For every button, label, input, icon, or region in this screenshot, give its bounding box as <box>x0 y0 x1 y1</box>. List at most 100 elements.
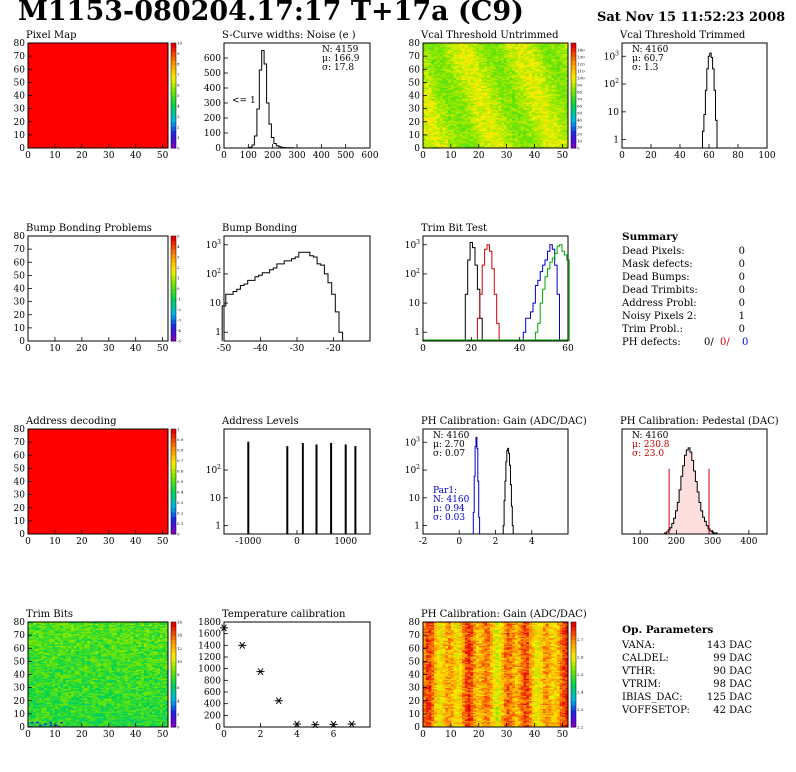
map-cell <box>425 120 429 123</box>
map-cell <box>540 130 544 133</box>
map-cell <box>495 142 499 145</box>
colorbar-segment <box>171 56 176 61</box>
map-cell <box>562 115 566 117</box>
tick-base: 10 <box>405 466 417 476</box>
map-cell <box>453 144 457 146</box>
map-cell <box>565 138 569 141</box>
map-cell <box>442 123 446 125</box>
map-cell <box>559 130 563 133</box>
map-cell <box>551 129 555 132</box>
map-cell <box>515 136 519 138</box>
map-cell <box>498 145 502 148</box>
colorbar-segment <box>571 86 576 92</box>
map-cell <box>467 129 471 132</box>
map-cell <box>515 140 519 142</box>
map-cell <box>423 121 427 124</box>
map-cell <box>565 133 569 136</box>
colorbar-segment <box>171 78 176 83</box>
map-cell <box>523 128 527 130</box>
map-cell <box>531 109 535 112</box>
map-cell <box>495 127 499 129</box>
map-cell <box>512 123 516 125</box>
map-cell <box>559 115 563 117</box>
map-cell <box>448 132 452 134</box>
map-cell <box>556 129 560 132</box>
map-cell <box>431 142 435 145</box>
map-cell <box>456 123 460 125</box>
map-cell <box>512 136 516 138</box>
map-cell <box>498 112 502 115</box>
map-cell <box>436 123 441 125</box>
map-cell <box>445 144 449 146</box>
map-cell <box>512 124 516 127</box>
map-cell <box>428 132 432 134</box>
map-cell <box>467 127 471 129</box>
map-cell <box>492 132 496 134</box>
map-cell <box>459 140 463 142</box>
y-tick-label: 102 <box>405 464 420 476</box>
map-cell <box>537 132 541 134</box>
map-cell <box>531 119 535 121</box>
map-cell <box>509 113 513 116</box>
map-cell <box>448 145 452 148</box>
map-cell <box>548 141 552 144</box>
map-cell <box>523 138 527 141</box>
map-cell <box>462 121 466 124</box>
x-tick-label: -20 <box>326 344 341 354</box>
map-cell <box>554 125 558 128</box>
map-cell <box>450 127 455 129</box>
colorbar-tick-label: 3 <box>177 255 180 260</box>
colorbar-tick-label: 1 <box>177 276 180 281</box>
map-cell <box>554 130 558 133</box>
map-cell <box>434 138 438 141</box>
map-cell <box>562 133 566 136</box>
map-cell <box>462 140 466 142</box>
map-cell <box>523 115 527 117</box>
map-cell <box>534 116 538 119</box>
map-cell <box>478 134 482 137</box>
map-cell <box>473 140 477 142</box>
map-cell <box>448 112 452 115</box>
map-cell <box>464 133 468 136</box>
map-cell <box>537 116 541 119</box>
map-cell <box>565 121 569 124</box>
map-cell <box>450 137 455 140</box>
map-cell <box>540 133 544 136</box>
map-cell <box>436 130 441 133</box>
y-tick-label: 80 <box>14 425 26 435</box>
map-cell <box>501 130 505 133</box>
map-cell <box>442 115 446 117</box>
map-cell <box>423 116 427 119</box>
map-cell <box>501 128 505 130</box>
map-cell <box>428 109 432 112</box>
map-cell <box>520 121 524 124</box>
map-cell <box>506 141 510 144</box>
map-cell <box>542 133 547 136</box>
colorbar-segment <box>171 314 176 320</box>
map-cell <box>478 140 482 142</box>
map-cell <box>531 113 535 116</box>
y-tick-label: 0 <box>19 144 25 154</box>
underflow-note: <= 1 <box>232 96 256 106</box>
map-cell <box>512 128 516 130</box>
map-cell <box>470 113 474 116</box>
map-cell <box>487 138 491 141</box>
map-cell <box>445 142 449 145</box>
map-cell <box>537 127 541 129</box>
map-cell <box>467 113 471 116</box>
map-cell <box>434 123 438 125</box>
map-cell <box>503 124 508 127</box>
map-cell <box>528 142 533 145</box>
map-cell <box>506 132 510 134</box>
map-cell <box>489 121 494 124</box>
map-cell <box>425 113 429 116</box>
map-cell <box>453 111 457 113</box>
map-cell <box>481 140 485 142</box>
map-cell <box>470 144 474 146</box>
map-cell <box>548 129 552 132</box>
map-cell <box>445 109 449 112</box>
colorbar-segment <box>171 126 176 131</box>
map-cell <box>503 129 508 132</box>
map-cell <box>512 137 516 140</box>
